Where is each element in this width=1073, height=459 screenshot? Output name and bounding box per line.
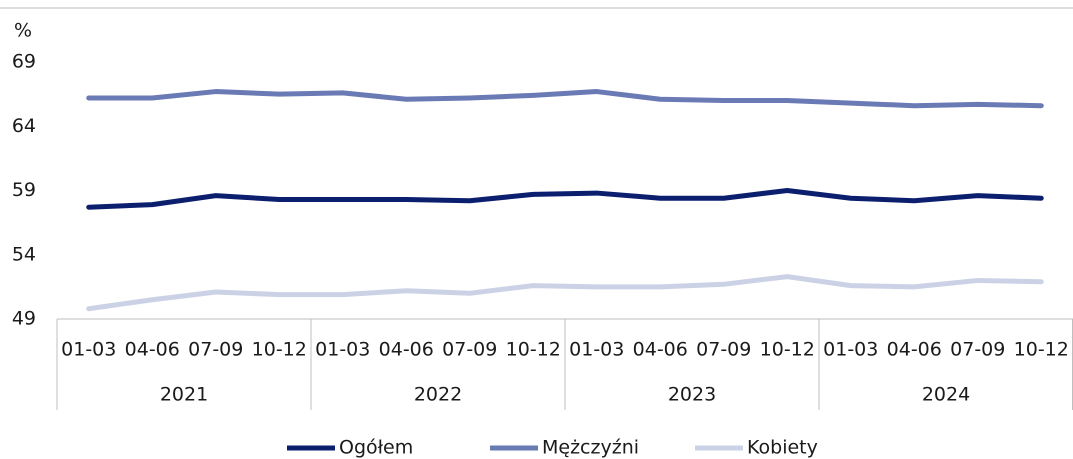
y-tick-label: 69 (12, 51, 36, 73)
x-tick-label: 07-09 (442, 339, 497, 361)
x-tick-label: 10-12 (1014, 339, 1069, 361)
x-tick-label: 04-06 (125, 339, 180, 361)
x-group-label: 2024 (922, 384, 970, 406)
x-tick-label: 07-09 (188, 339, 243, 361)
x-group-label: 2022 (414, 384, 462, 406)
series-line (86, 188, 1044, 210)
x-tick-label: 01-03 (823, 339, 878, 361)
y-tick-label: 54 (12, 243, 36, 265)
x-tick-label: 07-09 (696, 339, 751, 361)
x-tick-label: 10-12 (506, 339, 561, 361)
x-tick-label: 04-06 (633, 339, 688, 361)
x-tick-label: 01-03 (569, 339, 624, 361)
y-axis-unit: % (14, 20, 32, 42)
x-tick-label: 04-06 (887, 339, 942, 361)
x-tick-label: 10-12 (252, 339, 307, 361)
x-group-label: 2021 (160, 384, 208, 406)
x-tick-label: 07-09 (950, 339, 1005, 361)
x-tick-label: 04-06 (379, 339, 434, 361)
legend-label: Ogółem (339, 437, 413, 459)
x-tick-label: 10-12 (760, 339, 815, 361)
series-line (86, 274, 1044, 312)
legend-label: Mężczyźni (542, 437, 639, 459)
y-tick-label: 59 (12, 179, 36, 201)
y-tick-label: 64 (12, 115, 36, 137)
y-tick-label: 49 (12, 308, 36, 330)
x-tick-label: 01-03 (315, 339, 370, 361)
legend-label: Kobiety (747, 437, 818, 459)
series-line (86, 89, 1044, 109)
x-tick-label: 01-03 (61, 339, 116, 361)
x-group-label: 2023 (668, 384, 716, 406)
